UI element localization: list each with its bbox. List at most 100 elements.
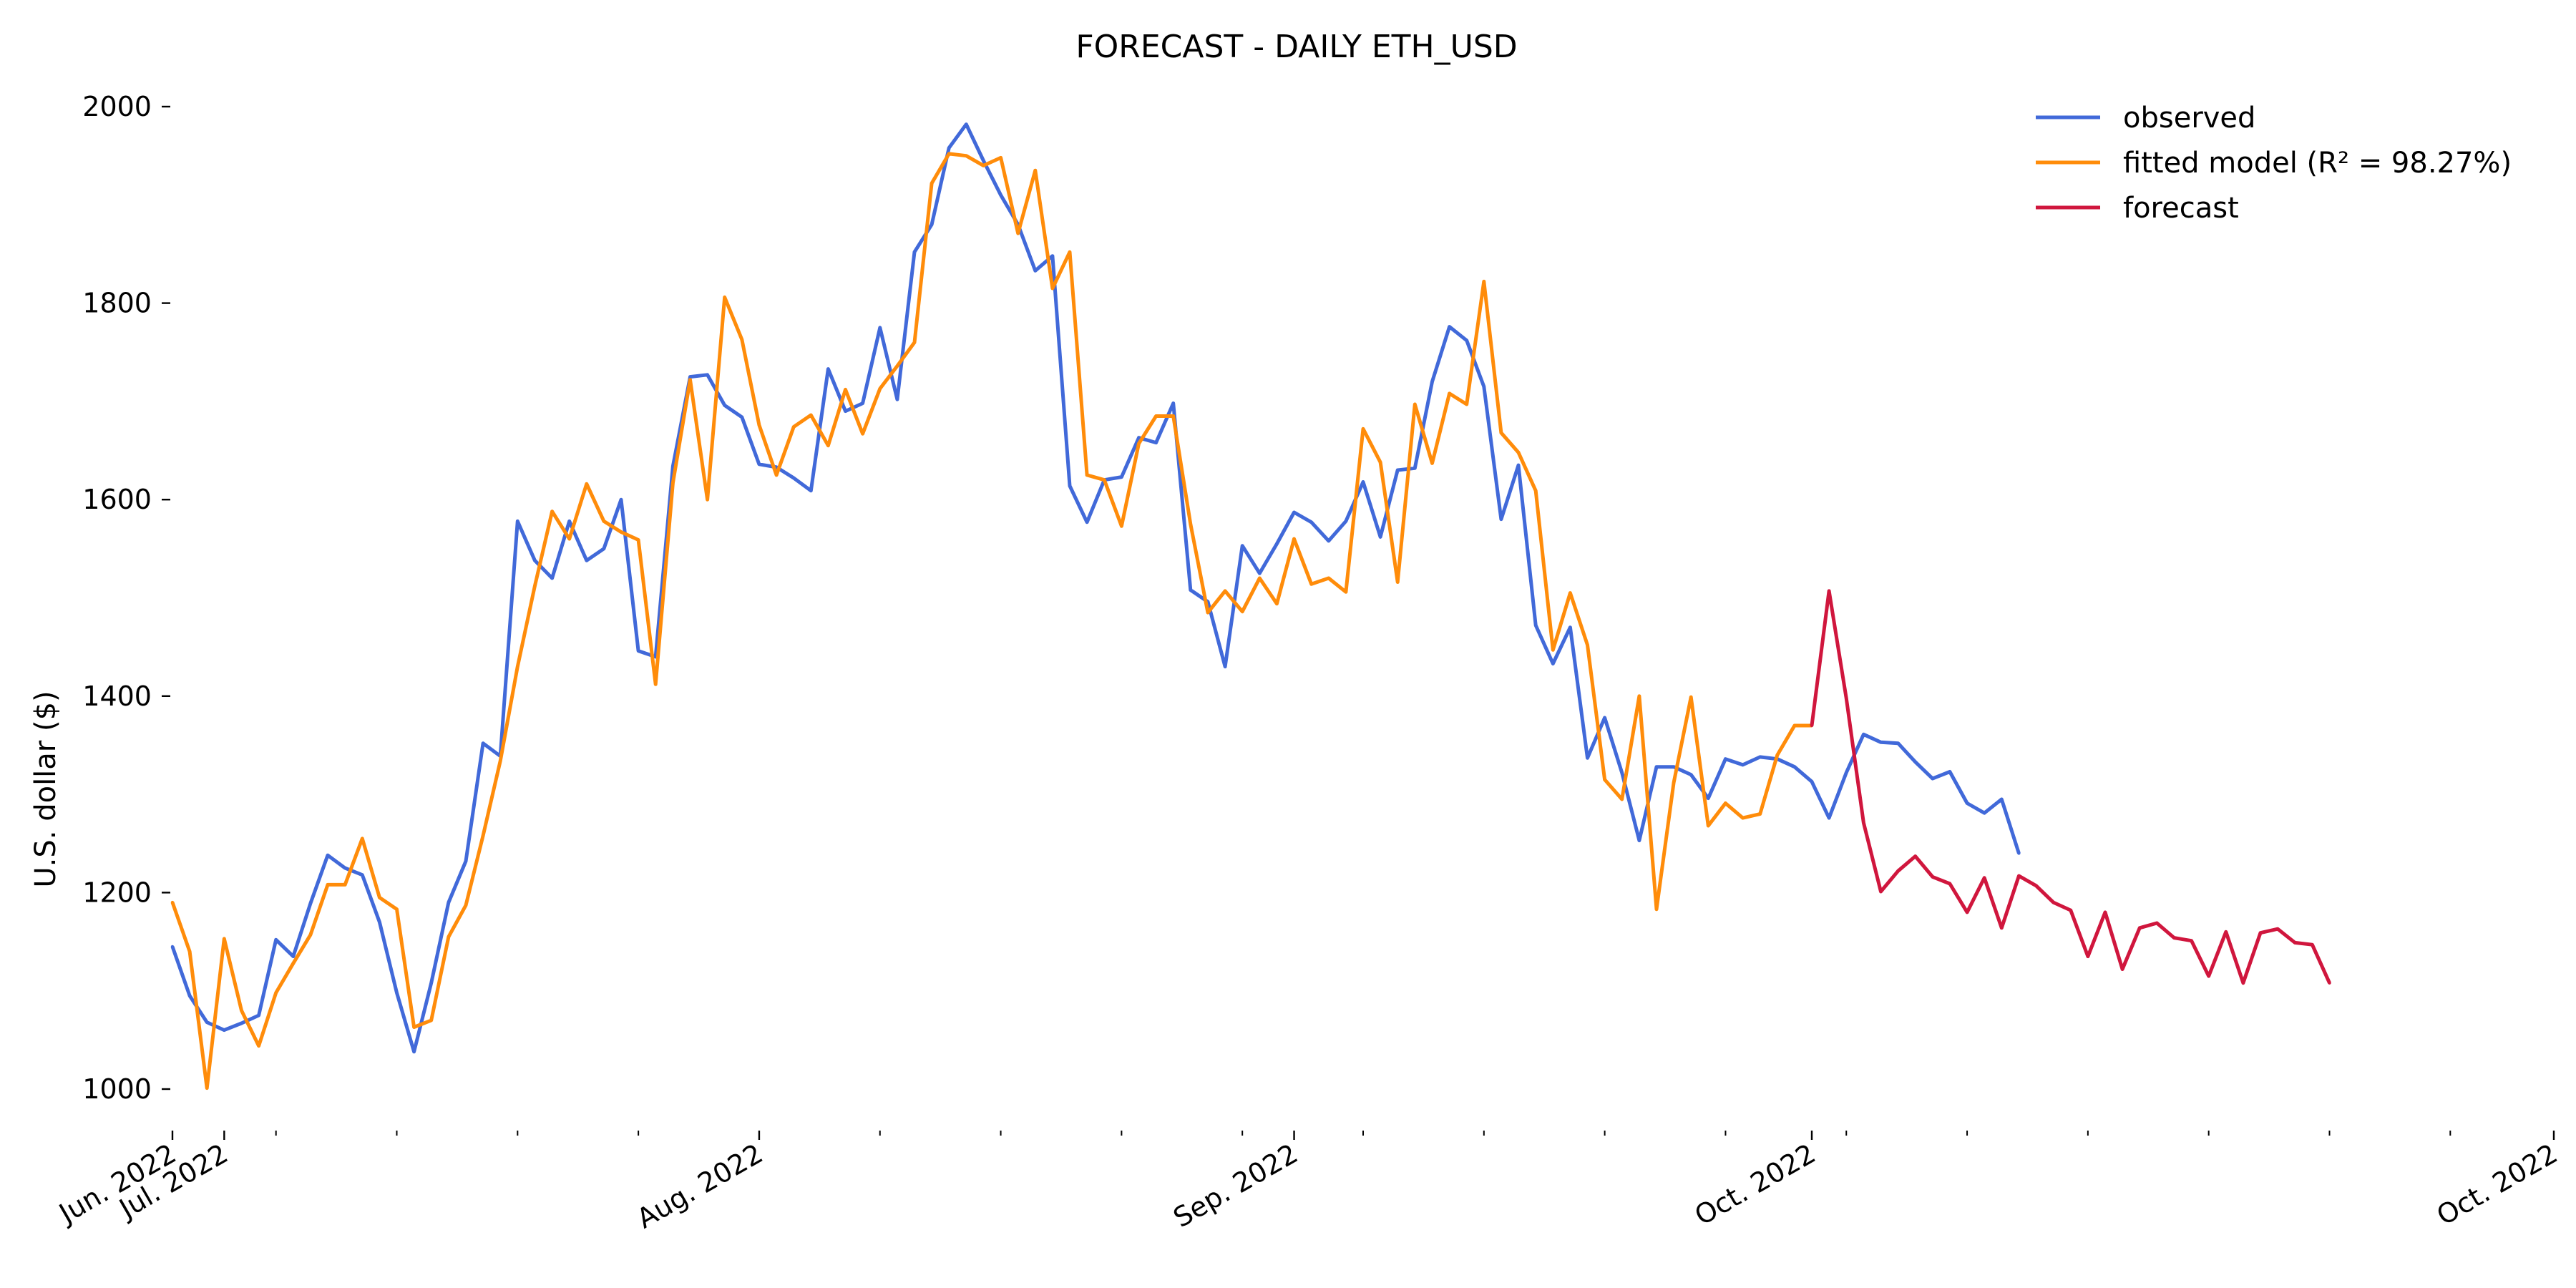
data-point	[1551, 648, 1555, 652]
data-point	[1430, 462, 1434, 465]
data-point	[464, 904, 468, 907]
data-point	[706, 498, 709, 502]
data-point	[1516, 463, 1521, 467]
data-point	[757, 462, 761, 466]
data-point	[1689, 773, 1693, 776]
data-point	[274, 938, 278, 942]
data-point	[895, 364, 899, 368]
data-point	[2138, 926, 2142, 930]
data-point	[723, 404, 726, 407]
data-point	[1309, 520, 1313, 524]
data-point	[1448, 325, 1451, 328]
data-point	[602, 519, 606, 523]
data-point	[2120, 967, 2124, 971]
data-point	[1050, 254, 1055, 258]
data-point	[308, 933, 313, 937]
data-point	[1396, 468, 1400, 472]
data-point	[533, 559, 537, 562]
data-point	[1775, 753, 1779, 757]
data-point	[326, 854, 330, 857]
data-point	[1499, 431, 1503, 434]
y-axis: 1000 1200 1400 1600 1800 2000	[82, 91, 170, 1105]
data-point	[585, 482, 588, 486]
data-point	[844, 388, 847, 391]
data-point	[1724, 801, 1727, 805]
data-point	[2311, 943, 2314, 947]
data-point	[257, 1013, 260, 1018]
data-point	[965, 122, 968, 126]
data-point	[1327, 539, 1331, 543]
data-point	[1241, 544, 1244, 547]
data-point	[223, 1028, 226, 1032]
data-point	[187, 950, 192, 954]
data-point	[378, 896, 381, 899]
data-point	[170, 945, 175, 949]
data-point	[1171, 401, 1175, 405]
data-point	[1361, 427, 1365, 431]
data-point	[1068, 250, 1072, 254]
data-point	[602, 547, 606, 550]
data-point	[826, 444, 830, 447]
data-point	[1672, 781, 1676, 784]
data-point	[844, 409, 847, 413]
data-point	[205, 1020, 209, 1024]
data-point	[1413, 402, 1417, 406]
data-point	[1482, 385, 1485, 389]
data-point	[1223, 589, 1227, 593]
data-point	[1465, 338, 1468, 342]
data-point	[1534, 623, 1538, 628]
data-point	[861, 401, 864, 405]
data-point	[1862, 821, 1865, 825]
data-point	[585, 559, 588, 562]
data-point	[740, 415, 744, 419]
data-point	[1707, 824, 1710, 828]
data-point	[1482, 280, 1485, 283]
data-point	[619, 530, 623, 534]
data-point	[982, 159, 985, 162]
data-point	[1689, 696, 1693, 699]
data-point	[1344, 519, 1348, 523]
data-point	[1965, 801, 1969, 805]
data-point	[274, 991, 278, 995]
data-point	[982, 164, 985, 167]
data-point	[2241, 981, 2245, 985]
y-axis-label: U.S. dollar ($)	[29, 691, 62, 887]
data-point	[2293, 941, 2297, 945]
data-point	[1085, 473, 1089, 477]
data-point	[1845, 771, 1848, 775]
data-point	[2017, 852, 2021, 855]
data-point	[1879, 741, 1883, 744]
data-point	[1827, 816, 1831, 820]
data-point	[999, 156, 1002, 160]
data-point	[912, 250, 917, 254]
data-point	[2051, 900, 2055, 904]
data-point	[1292, 537, 1296, 541]
data-point	[1033, 169, 1038, 172]
data-point	[1810, 780, 1814, 784]
data-point	[1258, 572, 1262, 575]
data-point	[1724, 757, 1727, 761]
legend-label: fitted model (R² = 98.27%)	[2123, 147, 2512, 180]
data-point	[1827, 589, 1831, 593]
data-point	[671, 481, 675, 485]
data-point	[1586, 643, 1589, 647]
data-point	[1241, 610, 1244, 613]
data-point	[1862, 733, 1865, 736]
data-point	[516, 665, 519, 668]
data-point	[1741, 816, 1745, 820]
data-point	[550, 576, 554, 580]
data-point	[343, 866, 347, 870]
data-point	[1948, 882, 1952, 886]
data-point	[1792, 723, 1797, 728]
data-point	[2103, 910, 2107, 914]
data-point	[1120, 525, 1123, 528]
legend-label: forecast	[2123, 192, 2239, 225]
data-point	[291, 962, 295, 965]
data-point	[1344, 590, 1348, 594]
data-point	[1534, 489, 1538, 492]
data-point	[1378, 535, 1382, 539]
data-point	[1413, 467, 1417, 470]
data-point	[1103, 478, 1106, 482]
data-point	[1223, 665, 1227, 668]
data-point	[1085, 520, 1089, 524]
